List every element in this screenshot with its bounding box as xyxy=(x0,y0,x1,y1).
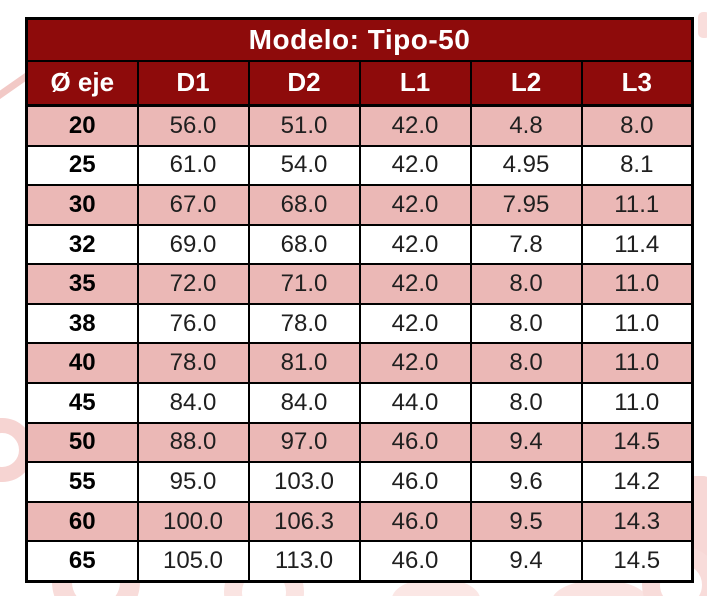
data-cell: 44.0 xyxy=(358,382,472,424)
data-cell: 100.0 xyxy=(136,500,250,543)
table-row: 60 100.0 106.3 46.0 9.5 14.3 xyxy=(25,500,694,543)
table-row: 38 76.0 78.0 42.0 8.0 11.0 xyxy=(25,302,694,345)
data-cell: 4.95 xyxy=(469,144,583,187)
data-cell: 42.0 xyxy=(358,104,472,147)
data-cell: 11.4 xyxy=(580,223,694,266)
table-row: 65 105.0 113.0 46.0 9.4 14.5 xyxy=(25,540,694,583)
data-cell: 46.0 xyxy=(358,540,472,583)
data-cell: 9.4 xyxy=(469,540,583,583)
data-cell: 46.0 xyxy=(358,500,472,543)
data-cell: 67.0 xyxy=(136,184,250,226)
data-cell: 51.0 xyxy=(247,104,361,147)
table-row: 35 72.0 71.0 42.0 8.0 11.0 xyxy=(25,263,694,305)
data-cell: 78.0 xyxy=(247,302,361,345)
column-header-0: Ø eje xyxy=(25,60,139,107)
row-header-cell: 45 xyxy=(25,382,139,424)
data-cell: 14.3 xyxy=(580,500,694,543)
table-row: 55 95.0 103.0 46.0 9.6 14.2 xyxy=(25,461,694,503)
watermark-shape xyxy=(552,580,648,596)
column-header-5: L3 xyxy=(580,60,694,107)
data-cell: 78.0 xyxy=(136,342,250,385)
table-row: 40 78.0 81.0 42.0 8.0 11.0 xyxy=(25,342,694,385)
table-row: 45 84.0 84.0 44.0 8.0 11.0 xyxy=(25,382,694,424)
data-cell: 42.0 xyxy=(358,302,472,345)
data-cell: 46.0 xyxy=(358,421,472,464)
data-cell: 69.0 xyxy=(136,223,250,266)
table-row: 25 61.0 54.0 42.0 4.95 8.1 xyxy=(25,144,694,187)
spec-table: Modelo: Tipo-50 Ø eje D1 D2 L1 L2 L3 20 56.0 51… xyxy=(25,17,694,583)
data-cell: 113.0 xyxy=(247,540,361,583)
table-row: 20 56.0 51.0 42.0 4.8 8.0 xyxy=(25,104,694,147)
column-header-4: L2 xyxy=(469,60,583,107)
data-cell: 42.0 xyxy=(358,184,472,226)
data-cell: 54.0 xyxy=(247,144,361,187)
data-cell: 68.0 xyxy=(247,184,361,226)
data-cell: 42.0 xyxy=(358,144,472,187)
row-header-cell: 50 xyxy=(25,421,139,464)
data-cell: 8.0 xyxy=(580,104,694,147)
column-header-3: L1 xyxy=(358,60,472,107)
data-cell: 84.0 xyxy=(247,382,361,424)
column-header-row: Ø eje D1 D2 L1 L2 L3 xyxy=(25,60,694,107)
row-header-cell: 55 xyxy=(25,461,139,503)
data-cell: 11.0 xyxy=(580,302,694,345)
table-row: 50 88.0 97.0 46.0 9.4 14.5 xyxy=(25,421,694,464)
data-cell: 11.0 xyxy=(580,382,694,424)
table-title: Modelo: Tipo-50 xyxy=(26,18,693,62)
data-cell: 88.0 xyxy=(136,421,250,464)
data-cell: 97.0 xyxy=(247,421,361,464)
data-cell: 11.1 xyxy=(580,184,694,226)
table-row: 32 69.0 68.0 42.0 7.8 11.4 xyxy=(25,223,694,266)
data-cell: 61.0 xyxy=(136,144,250,187)
data-cell: 11.0 xyxy=(580,342,694,385)
data-cell: 14.2 xyxy=(580,461,694,503)
data-cell: 76.0 xyxy=(136,302,250,345)
data-cell: 95.0 xyxy=(136,461,250,503)
data-cell: 42.0 xyxy=(358,263,472,305)
row-header-cell: 32 xyxy=(25,223,139,266)
data-cell: 71.0 xyxy=(247,263,361,305)
data-cell: 8.0 xyxy=(469,263,583,305)
data-cell: 103.0 xyxy=(247,461,361,503)
data-cell: 56.0 xyxy=(136,104,250,147)
data-cell: 8.0 xyxy=(469,382,583,424)
data-cell: 9.4 xyxy=(469,421,583,464)
data-cell: 7.95 xyxy=(469,184,583,226)
row-header-cell: 25 xyxy=(25,144,139,187)
data-cell: 9.5 xyxy=(469,500,583,543)
data-cell: 14.5 xyxy=(580,540,694,583)
data-cell: 46.0 xyxy=(358,461,472,503)
column-header-2: D2 xyxy=(247,60,361,107)
data-cell: 8.0 xyxy=(469,302,583,345)
data-cell: 42.0 xyxy=(358,223,472,266)
column-header-1: D1 xyxy=(136,60,250,107)
data-cell: 84.0 xyxy=(136,382,250,424)
data-cell: 14.5 xyxy=(580,421,694,464)
data-cell: 8.0 xyxy=(469,342,583,385)
data-cell: 106.3 xyxy=(247,500,361,543)
data-cell: 68.0 xyxy=(247,223,361,266)
data-cell: 105.0 xyxy=(136,540,250,583)
data-cell: 81.0 xyxy=(247,342,361,385)
data-cell: 7.8 xyxy=(469,223,583,266)
row-header-cell: 20 xyxy=(25,104,139,147)
table-head: Modelo: Tipo-50 Ø eje D1 D2 L1 L2 L3 xyxy=(25,18,694,107)
row-header-cell: 30 xyxy=(25,184,139,226)
data-cell: 11.0 xyxy=(580,263,694,305)
watermark-shape xyxy=(698,12,707,38)
row-header-cell: 60 xyxy=(25,500,139,543)
row-header-cell: 40 xyxy=(25,342,139,385)
data-cell: 9.6 xyxy=(469,461,583,503)
data-cell: 42.0 xyxy=(358,342,472,385)
row-header-cell: 38 xyxy=(25,302,139,345)
table-title-row: Modelo: Tipo-50 xyxy=(26,18,693,62)
data-cell: 72.0 xyxy=(136,263,250,305)
table-body: 20 56.0 51.0 42.0 4.8 8.0 25 61.0 54.0 42.0 4.95 8.… xyxy=(25,104,694,583)
data-cell: 4.8 xyxy=(469,104,583,147)
data-cell: 8.1 xyxy=(580,144,694,187)
row-header-cell: 65 xyxy=(25,540,139,583)
table-row: 30 67.0 68.0 42.0 7.95 11.1 xyxy=(25,184,694,226)
row-header-cell: 35 xyxy=(25,263,139,305)
